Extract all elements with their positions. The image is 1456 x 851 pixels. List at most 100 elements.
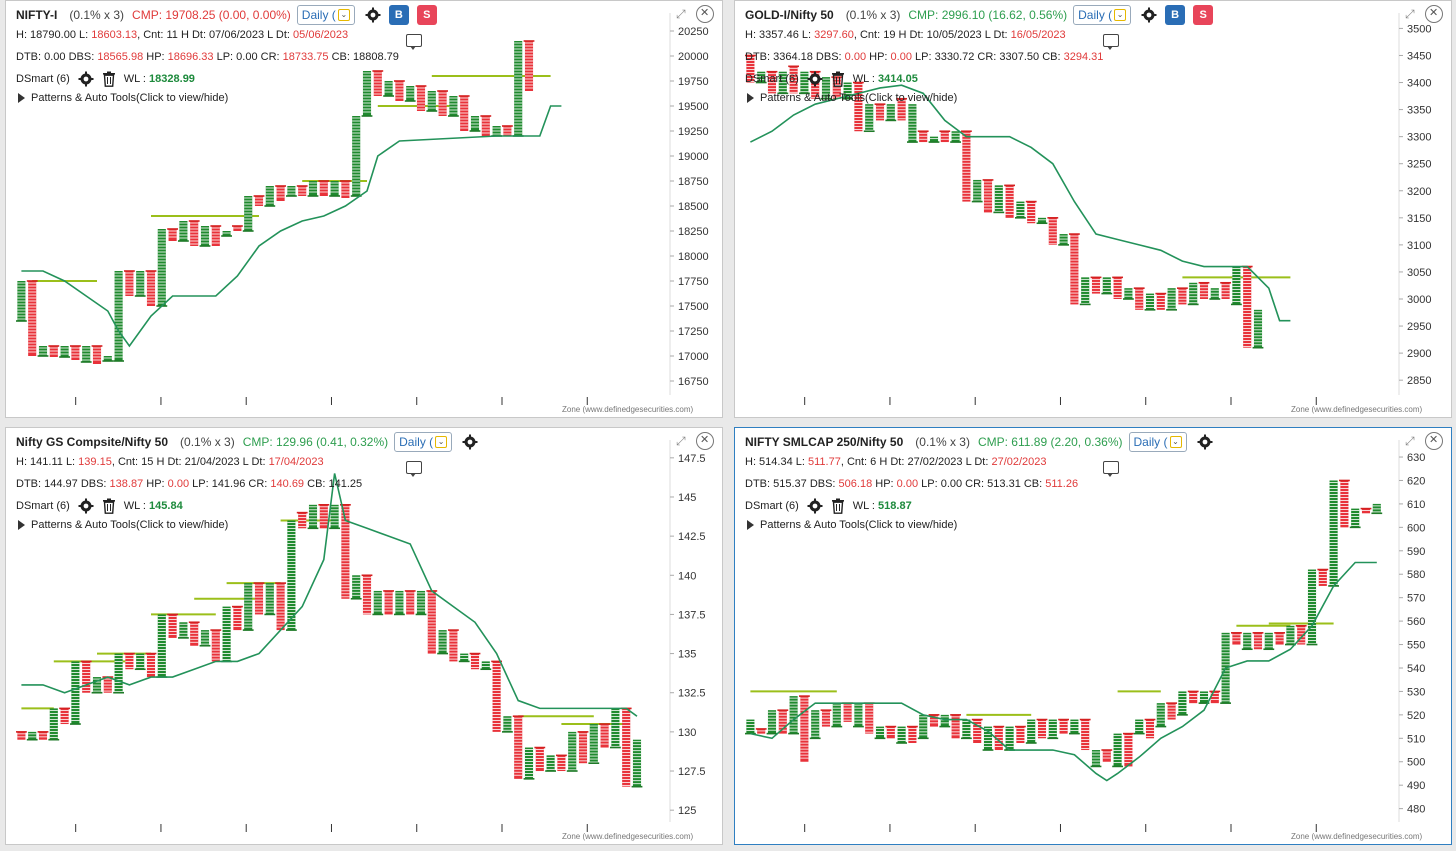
chart-panel[interactable]: 480 490 500 510 520 530 540 550 560 570 580 590 600 6… <box>734 427 1452 845</box>
patterns-tools-toggle[interactable]: Patterns & Auto Tools(Click to view/hide… <box>747 92 957 104</box>
o-column <box>777 709 789 734</box>
stat-text: HP: <box>872 478 897 490</box>
o-column <box>1317 568 1329 586</box>
pf-chart[interactable]: 16750 17000 17250 17500 17750 18000 18250 18500… <box>6 1 723 418</box>
y-tick-label: 530 <box>1407 686 1425 698</box>
close-icon[interactable]: ✕ <box>695 5 714 23</box>
panel-header: NIFTY-I (0.1% x 3) CMP: 19708.25 (0.00, 0.… <box>16 5 437 25</box>
expand-icon[interactable]: ⤢ <box>1405 433 1415 448</box>
period-select[interactable]: Daily (⌄ <box>394 432 453 452</box>
trash-icon[interactable] <box>831 498 845 514</box>
x-column <box>745 719 756 735</box>
comment-icon[interactable] <box>1103 34 1119 50</box>
chevron-down-icon: ⌄ <box>435 436 448 448</box>
buy-button[interactable]: B <box>1165 5 1186 25</box>
y-tick-label: 500 <box>1407 757 1425 769</box>
o-column <box>1339 479 1350 528</box>
patterns-tools-toggle[interactable]: Patterns & Auto Tools(Click to view/hide… <box>747 519 957 531</box>
period-select[interactable]: Daily (⌄ <box>1128 432 1187 452</box>
o-column <box>394 80 405 101</box>
x-column <box>1133 719 1145 735</box>
o-column <box>188 220 200 246</box>
x-column <box>199 226 211 247</box>
x-column <box>26 731 38 741</box>
o-column <box>1101 749 1113 762</box>
o-column <box>1047 217 1059 245</box>
stat-hp: 0.00 <box>896 478 919 490</box>
x-column <box>1047 719 1059 740</box>
gear-icon[interactable] <box>78 498 94 514</box>
o-column <box>37 731 49 740</box>
stat-text: LP: 3330.72 CR: 3307.50 CB: <box>911 51 1064 63</box>
pf-chart[interactable]: 2850 2900 2950 3000 3050 3100 3150 3200 3250 3300… <box>735 1 1452 418</box>
buy-button[interactable]: B <box>388 5 409 25</box>
chart-panel[interactable]: 2850 2900 2950 3000 3050 3100 3150 3200 3250 3300… <box>734 0 1452 418</box>
x-column <box>950 131 961 143</box>
gear-icon[interactable] <box>462 434 478 450</box>
dsmart-line: DSmart (6) WL : 518.87 <box>745 498 912 514</box>
period-label: Daily ( <box>399 435 434 449</box>
comment-icon[interactable] <box>406 34 422 50</box>
chevron-down-icon: ⌄ <box>1114 9 1127 21</box>
trash-icon[interactable] <box>102 71 116 87</box>
gear-icon[interactable] <box>365 7 381 23</box>
expand-icon[interactable]: ⤢ <box>676 433 686 448</box>
o-column <box>318 504 330 529</box>
chart-panel[interactable]: 16750 17000 17250 17500 17750 18000 18250 18500… <box>5 0 723 418</box>
o-column <box>1079 718 1091 751</box>
period-select[interactable]: Daily (⌄ <box>296 5 355 25</box>
pf-chart[interactable]: 125 127.5 130 132.5 135 137.5 140 142.5 145 147.5 <box>6 428 723 845</box>
stat-text: , Cnt: 15 H Dt: 21/04/2023 L Dt: <box>111 456 269 468</box>
o-column <box>917 130 929 143</box>
x-column <box>1252 309 1264 349</box>
stats-line-2: DTB: 3364.18 DBS: 0.00 HP: 0.00 LP: 3330… <box>745 51 1103 63</box>
y-tick-label: 3250 <box>1407 159 1431 171</box>
y-tick-label: 3350 <box>1407 105 1431 117</box>
patterns-tools-toggle[interactable]: Patterns & Auto Tools(Click to view/hide… <box>18 519 228 531</box>
o-column <box>766 70 778 94</box>
x-column <box>80 346 92 363</box>
x-column <box>1144 293 1156 311</box>
trash-icon[interactable] <box>831 71 845 87</box>
x-column <box>426 91 438 112</box>
symbol-name: Nifty GS Compsite/Nifty 50 <box>16 435 169 449</box>
stats-line-1: H: 141.11 L: 139.15, Cnt: 15 H Dt: 21/04… <box>16 456 324 468</box>
y-tick-label: 132.5 <box>678 688 706 700</box>
o-column <box>939 130 951 143</box>
stat-low: 511.77 <box>808 456 841 468</box>
x-column <box>113 271 124 362</box>
o-column <box>1025 200 1037 224</box>
comment-icon[interactable] <box>1103 461 1119 477</box>
wl-line <box>21 105 562 348</box>
gear-icon[interactable] <box>807 71 823 87</box>
o-column <box>145 270 157 306</box>
dsmart-label: DSmart (6) <box>16 73 70 85</box>
gear-icon[interactable] <box>78 71 94 87</box>
y-tick-label: 18500 <box>678 201 709 213</box>
expand-icon[interactable]: ⤢ <box>676 6 686 21</box>
sell-button[interactable]: S <box>416 5 437 25</box>
comment-icon[interactable] <box>406 461 422 477</box>
period-select[interactable]: Daily (⌄ <box>1073 5 1132 25</box>
chart-panel[interactable]: 125 127.5 130 132.5 135 137.5 140 142.5 145 147.5… <box>5 427 723 845</box>
o-column <box>1015 725 1026 743</box>
patterns-tools-toggle[interactable]: Patterns & Auto Tools(Click to view/hide… <box>18 92 228 104</box>
expand-icon[interactable]: ⤢ <box>1405 6 1415 21</box>
gear-icon[interactable] <box>1141 7 1157 23</box>
x-column <box>199 630 211 647</box>
close-icon[interactable]: ✕ <box>1424 432 1443 450</box>
x-column <box>156 229 168 307</box>
gear-icon[interactable] <box>1197 434 1213 450</box>
wl-value: 18328.99 <box>149 73 195 85</box>
gear-icon[interactable] <box>807 498 823 514</box>
o-column <box>1069 233 1080 305</box>
close-icon[interactable]: ✕ <box>1424 5 1443 23</box>
y-tick-label: 580 <box>1407 569 1425 581</box>
pf-chart[interactable]: 480 490 500 510 520 530 540 550 560 570 580 590 600 6… <box>735 428 1452 845</box>
o-column <box>188 621 200 646</box>
close-icon[interactable]: ✕ <box>695 432 714 450</box>
trash-icon[interactable] <box>102 498 116 514</box>
stats-line-1: H: 18790.00 L: 18603.13, Cnt: 11 H Dt: 0… <box>16 29 348 41</box>
sell-button[interactable]: S <box>1193 5 1214 25</box>
y-tick-label: 3400 <box>1407 78 1431 90</box>
